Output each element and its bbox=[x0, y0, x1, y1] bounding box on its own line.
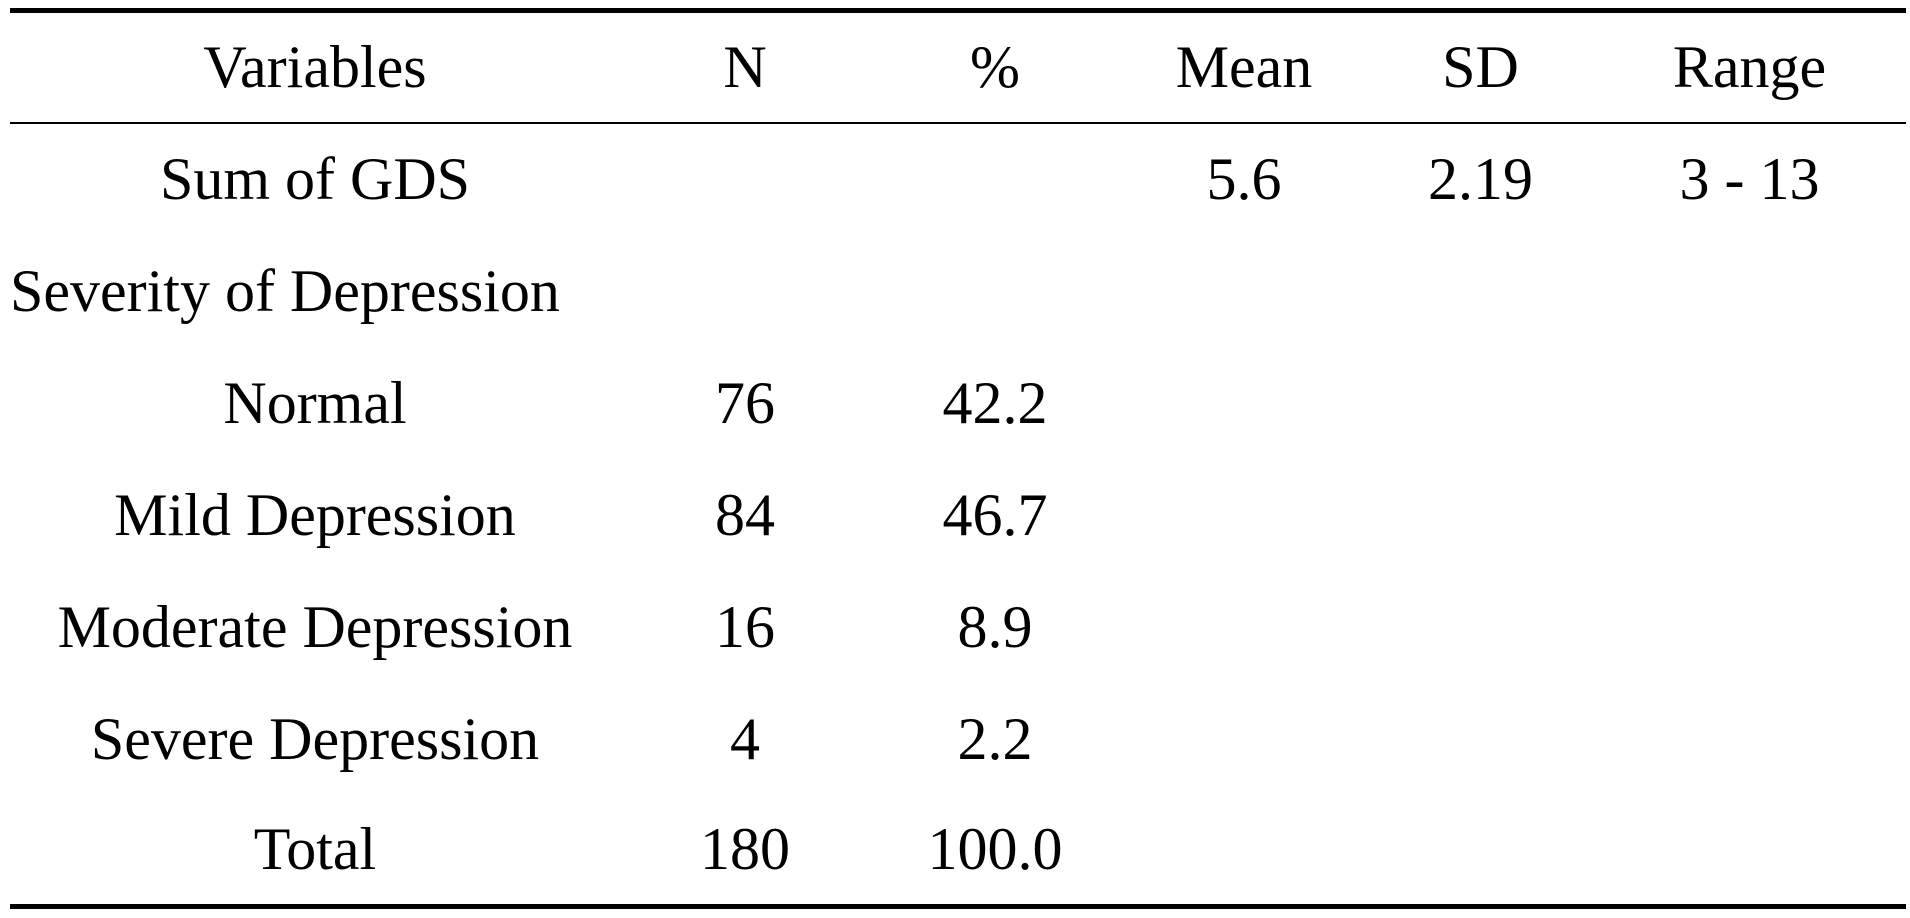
cell-range bbox=[1593, 459, 1906, 571]
table-row: Normal 76 42.2 bbox=[10, 347, 1906, 459]
cell-mean bbox=[1120, 459, 1368, 571]
cell-mean bbox=[1120, 571, 1368, 683]
cell-percent bbox=[870, 235, 1120, 347]
header-variables: Variables bbox=[10, 8, 620, 124]
cell-range bbox=[1593, 794, 1906, 909]
table-header-row: Variables N % Mean SD Range bbox=[10, 8, 1906, 124]
cell-percent: 100.0 bbox=[870, 794, 1120, 909]
cell-range bbox=[1593, 347, 1906, 459]
cell-sd bbox=[1368, 683, 1593, 795]
table-row: Mild Depression 84 46.7 bbox=[10, 459, 1906, 571]
table-row: Moderate Depression 16 8.9 bbox=[10, 571, 1906, 683]
cell-sd bbox=[1368, 347, 1593, 459]
cell-variable: Total bbox=[10, 794, 620, 909]
table-row: Sum of GDS 5.6 2.19 3 - 13 bbox=[10, 123, 1906, 235]
cell-n: 180 bbox=[620, 794, 870, 909]
table-row-total: Total 180 100.0 bbox=[10, 794, 1906, 909]
cell-mean: 5.6 bbox=[1206, 146, 1282, 212]
cell-variable: Sum of GDS bbox=[159, 146, 471, 212]
cell-sd: 2.19 bbox=[1428, 146, 1533, 212]
cell-range bbox=[1593, 571, 1906, 683]
cell-percent: 42.2 bbox=[942, 369, 1048, 436]
table-row: Severe Depression 4 2.2 bbox=[10, 683, 1906, 795]
table-row: Severity of Depression bbox=[10, 235, 1906, 347]
header-n: N bbox=[620, 8, 870, 124]
cell-sd bbox=[1368, 459, 1593, 571]
cell-sd bbox=[1368, 235, 1593, 347]
cell-n bbox=[620, 123, 870, 235]
header-sd: SD bbox=[1368, 8, 1593, 124]
cell-n: 84 bbox=[715, 481, 775, 548]
header-mean: Mean bbox=[1120, 8, 1368, 124]
cell-range bbox=[1593, 683, 1906, 795]
header-range: Range bbox=[1593, 8, 1906, 124]
cell-percent bbox=[870, 123, 1120, 235]
cell-mean bbox=[1120, 683, 1368, 795]
cell-sd bbox=[1368, 571, 1593, 683]
cell-variable: Moderate Depression bbox=[57, 593, 573, 660]
cell-sd bbox=[1368, 794, 1593, 909]
cell-range: 3 - 13 bbox=[1679, 146, 1820, 212]
cell-range bbox=[1593, 235, 1906, 347]
cell-percent: 8.9 bbox=[957, 593, 1033, 660]
gds-table: Variables N % Mean SD Range Sum of GDS 5… bbox=[10, 8, 1906, 909]
cell-mean bbox=[1120, 794, 1368, 909]
cell-variable: Severe Depression bbox=[90, 705, 540, 772]
cell-n: 4 bbox=[730, 705, 760, 772]
cell-mean bbox=[1120, 347, 1368, 459]
header-percent: % bbox=[870, 8, 1120, 124]
cell-n: 16 bbox=[715, 593, 775, 660]
cell-variable-section: Severity of Depression bbox=[10, 257, 560, 324]
cell-mean bbox=[1120, 235, 1368, 347]
cell-variable: Normal bbox=[223, 369, 407, 436]
cell-percent: 2.2 bbox=[957, 705, 1033, 772]
cell-n: 76 bbox=[715, 369, 775, 436]
gds-table-container: Variables N % Mean SD Range Sum of GDS 5… bbox=[10, 8, 1906, 909]
cell-variable: Mild Depression bbox=[114, 481, 516, 548]
cell-percent: 46.7 bbox=[942, 481, 1048, 548]
